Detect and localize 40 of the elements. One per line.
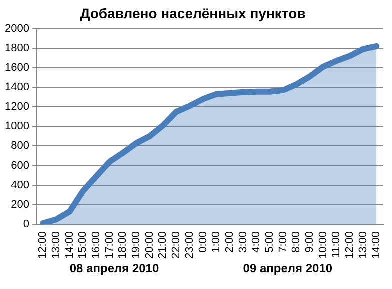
x-tick-label: 12:00	[37, 231, 50, 260]
x-tick-label: 19:00	[130, 231, 143, 260]
x-tick-label: 4:00	[250, 231, 263, 253]
x-tick-label: 18:00	[117, 231, 130, 260]
x-tick-label: 14:00	[370, 231, 383, 260]
chart-title: Добавлено населённых пунктов	[80, 5, 306, 22]
x-tick-label: 5:00	[264, 231, 276, 253]
y-tick-label: 800	[11, 140, 30, 152]
y-tick-label: 1400	[4, 82, 30, 94]
y-tick-label: 2000	[4, 22, 30, 35]
x-tick-label: 13:00	[50, 231, 63, 260]
x-tick-label: 2:00	[224, 231, 236, 253]
text: 08 апреля 2010	[70, 261, 160, 276]
x-tick-label: 16:00	[90, 231, 103, 260]
y-tick-label: 600	[11, 160, 30, 172]
x-tick-label: 8:00	[290, 231, 303, 253]
y-tick-label: 1800	[4, 42, 30, 54]
x-tick-label: 1:00	[210, 231, 223, 253]
x-tick-label: 20:00	[144, 231, 156, 260]
x-tick-label: 14:00	[64, 231, 76, 260]
text: 09 апреля 2010	[243, 261, 333, 276]
x-tick-label: 0:00	[197, 231, 210, 253]
y-tick-label: 1000	[4, 120, 30, 133]
x-tick-label: 15:00	[77, 231, 90, 260]
x-tick-label: 23:00	[184, 231, 196, 260]
x-tick-label: 10:00	[317, 231, 330, 260]
x-tick-label: 22:00	[170, 231, 183, 260]
y-tick-label: 0	[23, 218, 30, 231]
x-tick-label: 12:00	[344, 231, 356, 260]
x-tick-label: 17:00	[104, 231, 116, 260]
x-tick-label: 11:00	[330, 231, 343, 258]
y-tick-label: 200	[11, 198, 30, 211]
x-tick-label: 13:00	[357, 231, 370, 260]
x-tick-label: 9:00	[304, 231, 316, 253]
y-tick-label: 1600	[4, 62, 30, 74]
y-tick-label: 1200	[4, 101, 30, 114]
x-tick-label: 3:00	[237, 231, 250, 253]
x-tick-label: 7:00	[277, 231, 290, 253]
y-tick-label: 400	[11, 179, 30, 192]
x-tick-label: 21:00	[157, 231, 170, 260]
